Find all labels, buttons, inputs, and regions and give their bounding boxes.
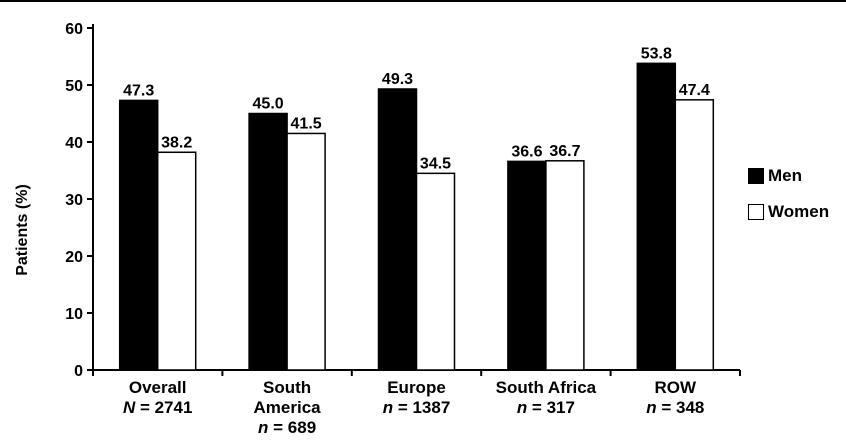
bar-women <box>156 151 197 371</box>
legend-item-men: Men <box>748 166 802 186</box>
data-label-women: 36.7 <box>549 143 580 160</box>
bar-men <box>636 62 677 371</box>
data-label-men: 49.3 <box>382 71 413 88</box>
bar-women <box>545 160 585 371</box>
data-label-women: 38.2 <box>161 134 192 151</box>
legend-swatch-women <box>748 204 764 220</box>
category-name: South <box>263 378 312 397</box>
x-category-label: ROW n = 348 <box>600 378 750 418</box>
legend-label-men: Men <box>768 166 802 185</box>
legend-item-women: Women <box>748 202 829 222</box>
sample-size-symbol: n <box>382 398 394 417</box>
x-category-label: Overall N = 2741 <box>83 378 233 418</box>
sample-size-value: = 348 <box>656 398 705 417</box>
bar-men <box>377 88 418 371</box>
data-label-men: 36.6 <box>511 143 542 160</box>
data-label-men: 53.8 <box>641 45 672 62</box>
category-name: Europe <box>387 378 446 397</box>
sample-size-value: = 689 <box>268 418 317 437</box>
x-category-label: Europe n = 1387 <box>342 378 492 418</box>
data-label-men: 45.0 <box>253 96 284 113</box>
x-category-label: South America n = 689 <box>212 378 362 438</box>
sample-size-symbol: n <box>646 398 657 417</box>
y-tick-label: 40 <box>65 135 83 152</box>
bar-men <box>118 99 159 371</box>
category-sample-size: n = 1387 <box>342 398 492 418</box>
y-tick-label: 10 <box>65 306 83 323</box>
legend-swatch-men <box>748 168 764 184</box>
category-name-line2: America <box>253 398 321 417</box>
sample-size-symbol: n <box>516 398 528 417</box>
bar-men <box>507 160 547 371</box>
data-label-women: 34.5 <box>420 155 451 172</box>
sample-size-value: = 2741 <box>135 398 193 417</box>
bar-men <box>248 112 288 371</box>
top-border <box>0 0 846 2</box>
y-tick-label: 0 <box>74 363 83 380</box>
bar-women <box>415 172 456 371</box>
x-category-label: South Africa n = 317 <box>471 378 621 418</box>
category-sample-size: n = 348 <box>600 398 750 418</box>
category-sample-size: N = 2741 <box>83 398 233 418</box>
y-tick-label: 30 <box>65 192 83 209</box>
category-name: Overall <box>128 378 187 397</box>
y-tick-label: 20 <box>65 249 83 266</box>
sample-size-symbol: N <box>122 398 136 417</box>
y-tick-label: 60 <box>65 21 83 38</box>
category-name: South Africa <box>495 378 597 397</box>
sample-size-value: = 317 <box>527 398 575 417</box>
legend-label-women: Women <box>768 202 830 221</box>
bar-women <box>674 99 715 371</box>
data-label-men: 47.3 <box>123 82 154 99</box>
y-tick-label: 50 <box>65 78 83 95</box>
category-name: ROW <box>654 378 697 397</box>
y-axis-label: Patients (%) <box>14 184 31 276</box>
category-sample-size: n = 689 <box>212 418 362 438</box>
data-label-women: 47.4 <box>679 82 710 99</box>
bar-women <box>286 132 326 371</box>
sample-size-value: = 1387 <box>393 398 451 417</box>
category-sample-size: n = 317 <box>471 398 621 418</box>
sample-size-symbol: n <box>258 418 269 437</box>
data-label-women: 41.5 <box>291 115 322 132</box>
